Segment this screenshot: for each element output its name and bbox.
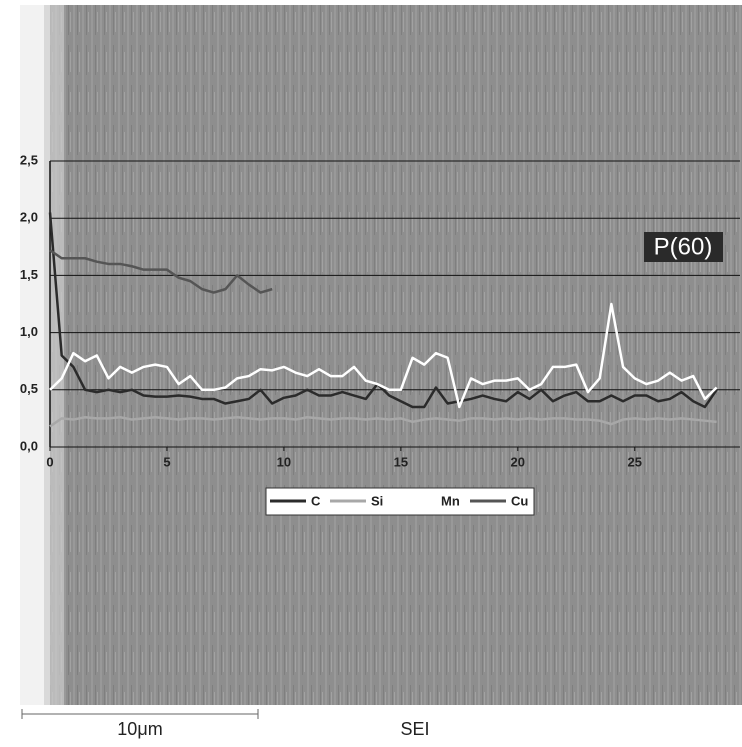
series-line (48, 212, 718, 409)
legend-label: Si (371, 493, 383, 508)
annotation: P(60) (654, 233, 713, 260)
y-tick-label: 0,5 (20, 381, 38, 396)
edge-transition (44, 5, 64, 705)
scale-bar-label: 10μm (117, 719, 162, 739)
x-tick-label: 20 (511, 454, 525, 469)
series-line (49, 249, 273, 294)
detector-label: SEI (400, 719, 429, 739)
x-tick-label: 10 (277, 454, 291, 469)
x-tick-label: 5 (163, 454, 170, 469)
y-tick-label: 2,5 (20, 152, 38, 167)
y-tick-label: 0,0 (20, 438, 38, 453)
legend-label: Cu (511, 493, 528, 508)
series-line (49, 416, 717, 428)
series-line (49, 302, 718, 409)
y-tick-label: 2,0 (20, 210, 38, 225)
y-tick-label: 1,0 (20, 324, 38, 339)
x-tick-label: 15 (394, 454, 408, 469)
x-tick-label: 0 (46, 454, 53, 469)
annotation-box (644, 232, 723, 262)
legend-label: C (311, 493, 321, 508)
legend-label: Mn (441, 493, 460, 508)
y-tick-label: 1,5 (20, 267, 38, 282)
sem-image (20, 5, 742, 705)
x-tick-label: 25 (628, 454, 642, 469)
